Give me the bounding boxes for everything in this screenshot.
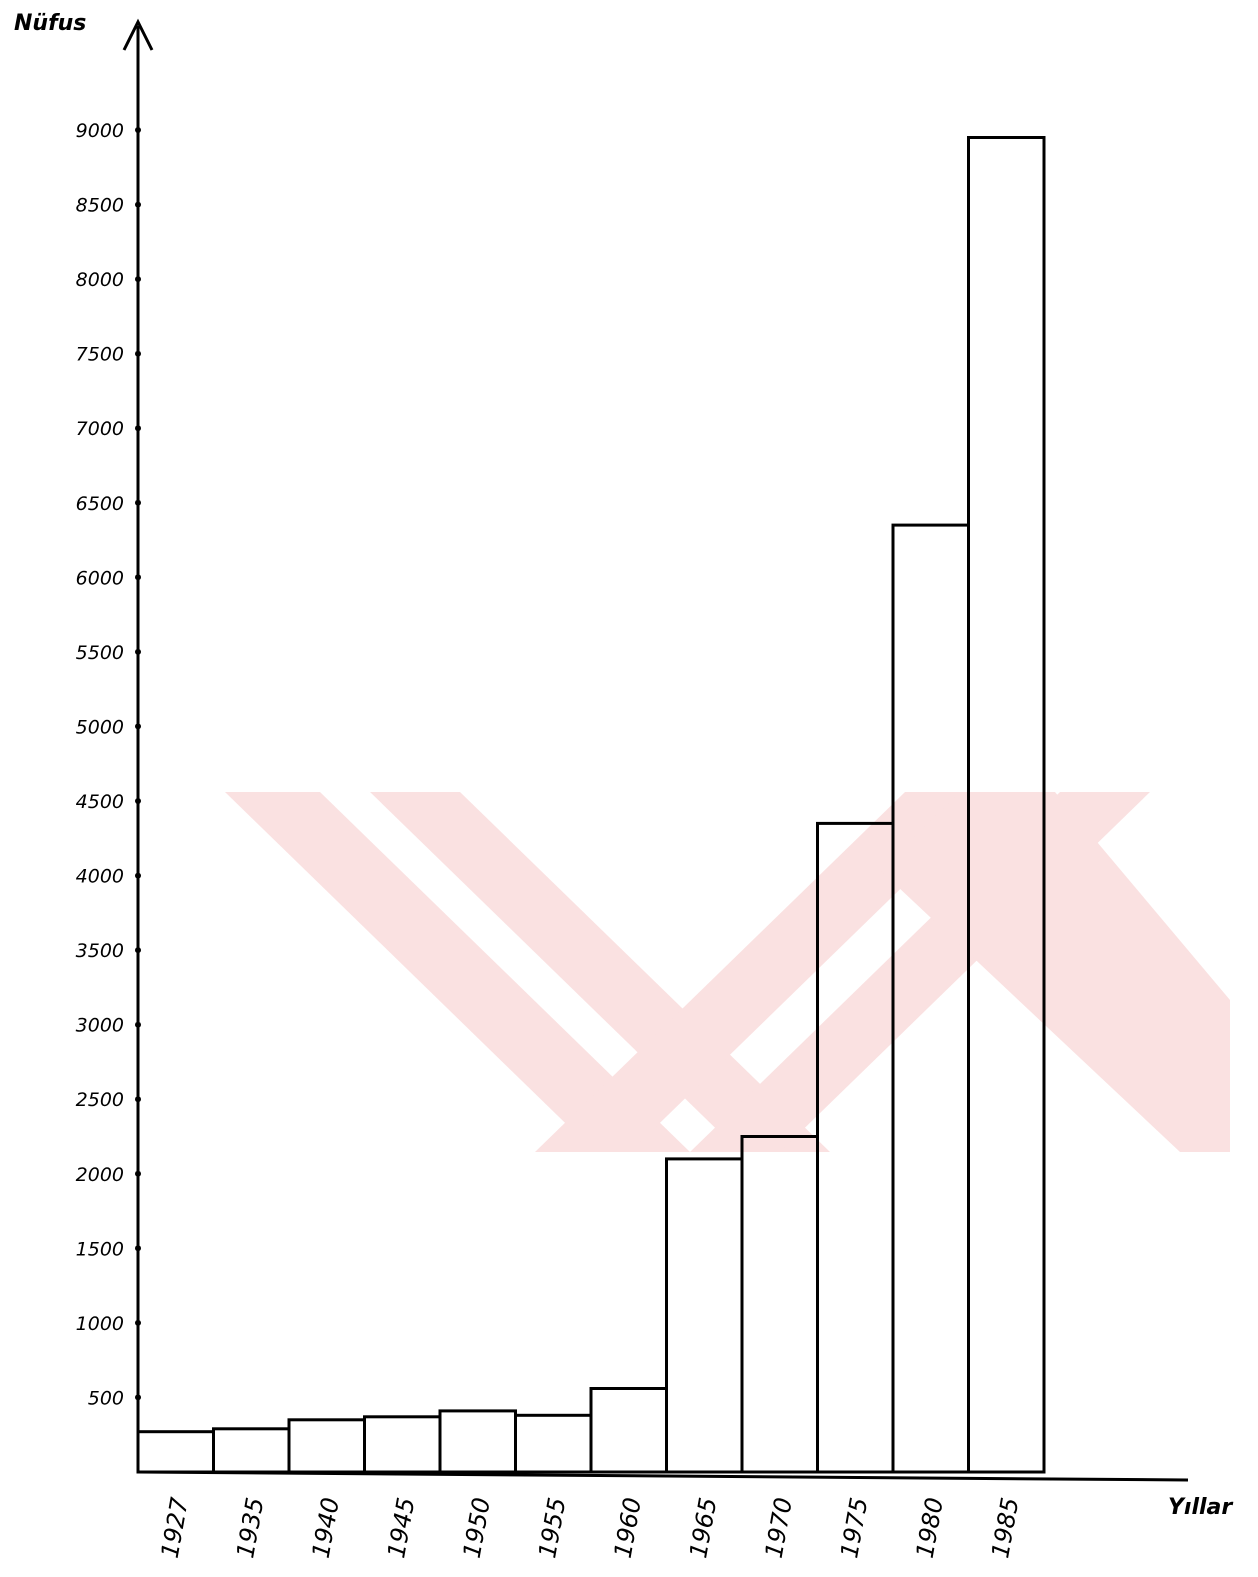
x-tick-label: 1935 [231, 1495, 269, 1560]
bar-1985 [967, 136, 1046, 1474]
y-tick-label: 5000 [76, 716, 124, 738]
y-tick-label: 7000 [76, 418, 124, 440]
y-ticks-group: 500 1000 1500 2000 2500 3000 3500 4000 4500 5000 5… [76, 120, 141, 1409]
bar-1955 [514, 1413, 593, 1474]
y-axis-label: Nüfus [14, 11, 86, 36]
x-tick-label: 1945 [382, 1495, 420, 1560]
x-tick-label: 1970 [760, 1495, 798, 1560]
y-tick-label: 5500 [76, 642, 124, 664]
x-tick-label: 1950 [458, 1495, 496, 1560]
y-tick-label: 4500 [76, 791, 124, 813]
x-axis-label: Yıllar [1168, 1495, 1233, 1520]
y-tick-label: 2000 [76, 1164, 124, 1186]
arrow-up-icon [122, 18, 154, 51]
x-tick-label: 1927 [156, 1495, 194, 1561]
y-tick-label: 7500 [76, 344, 124, 366]
x-tick-label: 1980 [911, 1495, 949, 1560]
bar-1945 [363, 1415, 442, 1474]
bar-1950 [438, 1409, 517, 1474]
bar-1965 [665, 1157, 744, 1474]
y-tick-label: 6000 [76, 567, 124, 589]
y-tick-label: 9000 [76, 120, 124, 142]
x-tick-label: 1955 [533, 1495, 571, 1560]
bar-1927 [136, 1430, 215, 1474]
y-tick-label: 3000 [76, 1015, 124, 1037]
y-tick-label: 2500 [76, 1089, 124, 1111]
y-tick-label: 6500 [76, 493, 124, 515]
watermark-logo [225, 792, 1230, 1152]
bar-1960 [589, 1387, 668, 1474]
x-tick-label: 1960 [609, 1495, 647, 1560]
bar-1970 [740, 1135, 819, 1474]
x-tick-label: 1985 [986, 1495, 1024, 1560]
y-tick-label: 8500 [76, 195, 124, 217]
y-tick-label: 500 [88, 1387, 124, 1409]
bar-1935 [212, 1427, 291, 1474]
x-tick-label: 1965 [684, 1495, 722, 1560]
y-tick-label: 1000 [76, 1313, 124, 1335]
x-ticks-group: 1927 1935 1940 1945 1950 1955 1960 1965 1970 1975… [156, 1495, 1025, 1561]
bar-1940 [287, 1418, 366, 1474]
y-tick-label: 8000 [76, 269, 124, 291]
y-tick-label: 1500 [76, 1238, 124, 1260]
x-tick-label: 1940 [307, 1495, 345, 1560]
y-tick-label: 4000 [76, 866, 124, 888]
x-axis-line [137, 1470, 1189, 1482]
x-tick-label: 1975 [835, 1495, 873, 1560]
y-tick-label: 3500 [76, 940, 124, 962]
